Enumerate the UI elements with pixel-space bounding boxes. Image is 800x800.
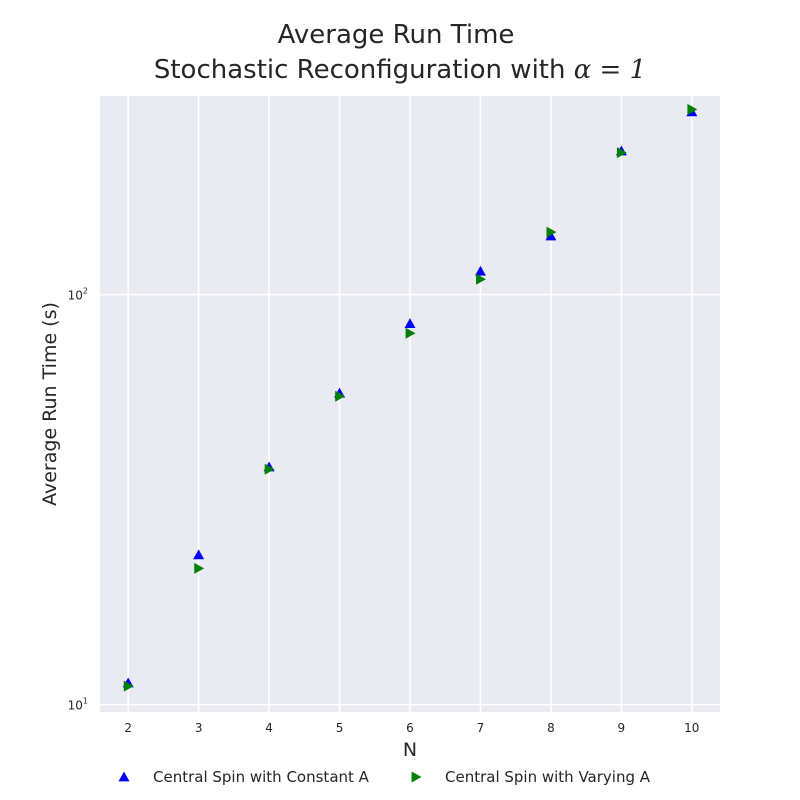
legend-label-series-2: Central Spin with Varying A: [445, 768, 651, 786]
data-point-series-2: [405, 327, 416, 339]
chart-title-line1: Average Run Time: [278, 20, 515, 50]
data-point-series-2: [687, 103, 698, 115]
chart-title-line2-math: α = 1: [574, 55, 646, 85]
data-point-series-2: [335, 390, 346, 402]
data-point-series-2: [476, 273, 486, 285]
data-point-series-1: [193, 549, 205, 560]
x-tick-label: 2: [124, 721, 132, 735]
data-point-series-2: [616, 147, 627, 159]
data-point-series-2: [264, 463, 275, 475]
x-tick-label: 6: [406, 721, 414, 735]
x-tick-label: 9: [618, 721, 626, 735]
grid-lines: [100, 96, 720, 712]
data-point-series-1: [474, 265, 486, 276]
data-point-series-1: [545, 230, 557, 241]
chart-title-line2: Stochastic Reconfiguration with α = 1: [154, 55, 646, 85]
y-tick-label: 102: [68, 287, 88, 303]
x-tick-label: 10: [684, 721, 699, 735]
chart-title-line2-prefix: Stochastic Reconfiguration with: [154, 55, 574, 85]
y-tick-label: 101: [68, 697, 88, 713]
data-points: [122, 103, 698, 692]
y-axis-label: Average Run Time (s): [39, 302, 61, 506]
data-point-series-1: [404, 318, 416, 328]
x-tick-label: 5: [336, 721, 344, 735]
legend-marker-series-1: [118, 771, 130, 782]
x-tick-label: 3: [195, 721, 203, 735]
data-point-series-2: [546, 226, 557, 238]
legend-label-series-1: Central Spin with Constant A: [153, 768, 370, 786]
legend: Central Spin with Constant A Central Spin…: [118, 768, 651, 786]
x-tick-label: 7: [477, 721, 485, 735]
x-tick-label: 4: [265, 721, 273, 735]
x-tick-label: 8: [547, 721, 555, 735]
data-point-series-2: [194, 562, 205, 574]
legend-marker-series-2: [411, 771, 422, 783]
tick-labels: 2 3 4 5 6 7 8 9 10 101 102: [68, 287, 700, 735]
x-axis-label: N: [403, 739, 417, 761]
data-point-series-2: [123, 680, 134, 692]
